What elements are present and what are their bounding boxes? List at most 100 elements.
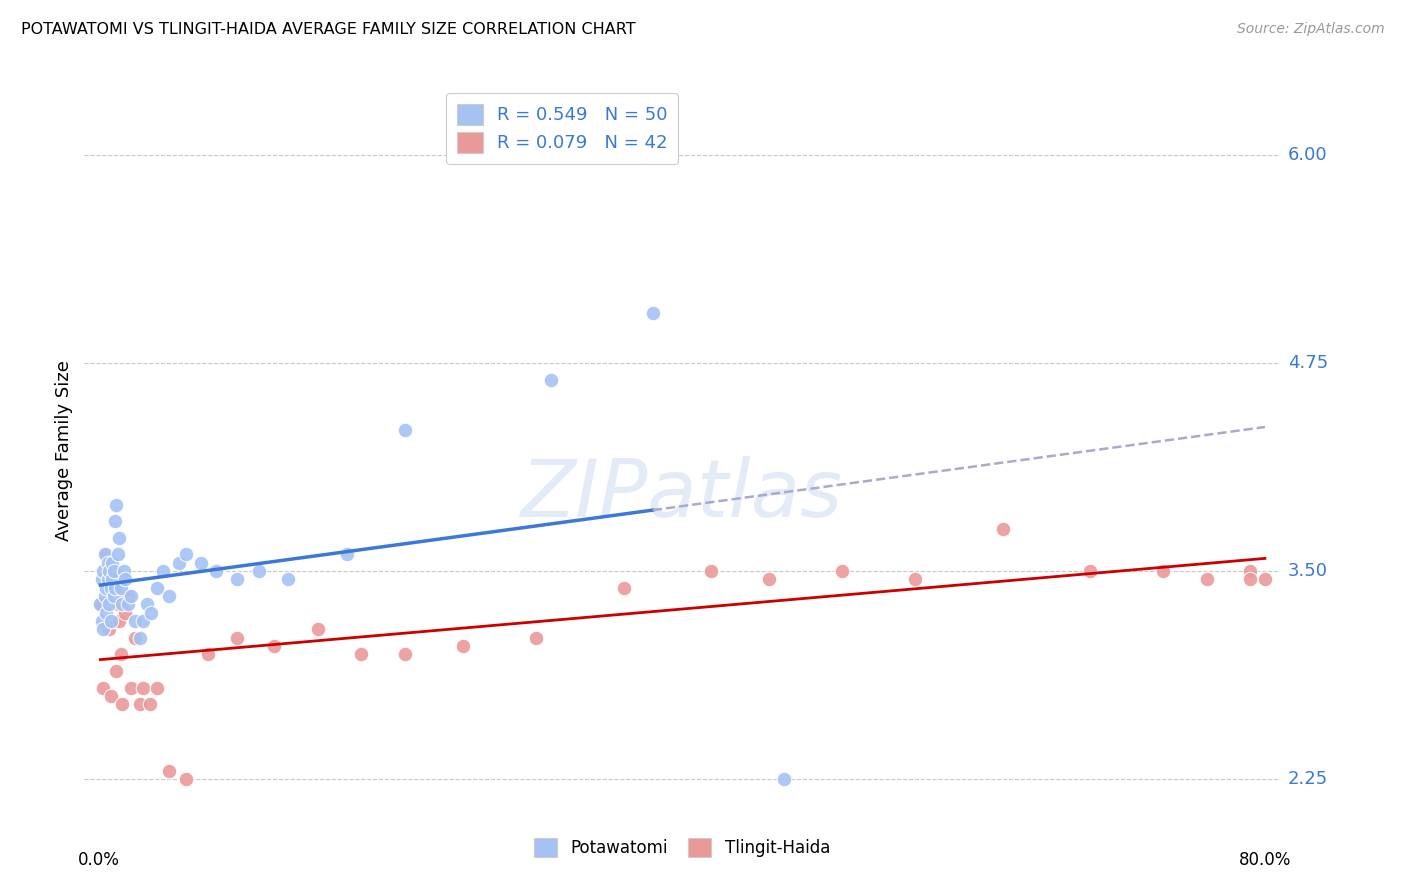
Point	[394, 647, 416, 661]
Point	[263, 639, 285, 653]
Point	[94, 589, 117, 603]
Text: 3.50: 3.50	[1288, 562, 1327, 580]
Point	[128, 697, 150, 711]
Point	[524, 631, 547, 645]
Point	[91, 681, 114, 695]
Point	[157, 589, 180, 603]
Text: 4.75: 4.75	[1288, 354, 1329, 372]
Point	[100, 581, 122, 595]
Text: 0.0%: 0.0%	[77, 851, 120, 869]
Point	[904, 573, 927, 587]
Point	[91, 564, 114, 578]
Point	[96, 606, 118, 620]
Point	[277, 573, 299, 587]
Point	[89, 598, 111, 612]
Point	[131, 614, 153, 628]
Point	[991, 523, 1014, 537]
Point	[1078, 564, 1101, 578]
Point	[700, 564, 723, 578]
Point	[89, 598, 111, 612]
Point	[103, 564, 125, 578]
Point	[167, 556, 190, 570]
Point	[98, 564, 121, 578]
Point	[1152, 564, 1174, 578]
Point	[111, 598, 134, 612]
Point	[141, 606, 163, 620]
Point	[190, 556, 212, 570]
Point	[307, 623, 329, 637]
Point	[176, 548, 198, 562]
Point	[97, 573, 120, 587]
Point	[90, 573, 112, 587]
Point	[101, 556, 124, 570]
Point	[120, 589, 142, 603]
Point	[100, 689, 122, 703]
Point	[110, 647, 132, 661]
Point	[101, 573, 124, 587]
Point	[110, 581, 132, 595]
Point	[773, 772, 796, 786]
Point	[831, 564, 853, 578]
Point	[128, 631, 150, 645]
Point	[204, 564, 226, 578]
Text: POTAWATOMI VS TLINGIT-HAIDA AVERAGE FAMILY SIZE CORRELATION CHART: POTAWATOMI VS TLINGIT-HAIDA AVERAGE FAMI…	[21, 22, 636, 37]
Point	[97, 556, 120, 570]
Point	[101, 581, 124, 595]
Point	[131, 681, 153, 695]
Text: 6.00: 6.00	[1288, 146, 1327, 164]
Point	[108, 614, 131, 628]
Point	[107, 598, 129, 612]
Point	[103, 589, 125, 603]
Point	[114, 606, 136, 620]
Point	[136, 598, 159, 612]
Point	[105, 664, 128, 678]
Point	[124, 614, 146, 628]
Point	[336, 548, 359, 562]
Point	[120, 681, 142, 695]
Point	[103, 614, 125, 628]
Point	[90, 614, 112, 628]
Point	[641, 306, 664, 320]
Point	[247, 564, 270, 578]
Point	[453, 639, 475, 653]
Point	[1254, 573, 1277, 587]
Point	[117, 589, 139, 603]
Point	[226, 631, 249, 645]
Point	[124, 631, 146, 645]
Point	[94, 548, 117, 562]
Point	[350, 647, 373, 661]
Point	[111, 697, 134, 711]
Point	[100, 614, 122, 628]
Point	[146, 681, 169, 695]
Text: 80.0%: 80.0%	[1239, 851, 1291, 869]
Point	[394, 423, 416, 437]
Point	[104, 581, 127, 595]
Point	[107, 548, 129, 562]
Point	[91, 623, 114, 637]
Y-axis label: Average Family Size: Average Family Size	[55, 360, 73, 541]
Legend: Potawatomi, Tlingit-Haida: Potawatomi, Tlingit-Haida	[527, 831, 837, 864]
Point	[613, 581, 636, 595]
Point	[98, 623, 121, 637]
Point	[105, 498, 128, 512]
Point	[1239, 573, 1261, 587]
Point	[540, 373, 562, 387]
Point	[146, 581, 169, 595]
Text: Source: ZipAtlas.com: Source: ZipAtlas.com	[1237, 22, 1385, 37]
Point	[98, 598, 121, 612]
Point	[197, 647, 219, 661]
Point	[226, 573, 249, 587]
Text: ZIPatlas: ZIPatlas	[520, 456, 844, 534]
Point	[108, 531, 131, 545]
Point	[152, 564, 174, 578]
Point	[1239, 564, 1261, 578]
Point	[96, 548, 118, 562]
Point	[758, 573, 780, 587]
Point	[104, 514, 127, 528]
Point	[139, 697, 162, 711]
Point	[114, 573, 136, 587]
Point	[1195, 573, 1218, 587]
Point	[176, 772, 198, 786]
Point	[157, 764, 180, 778]
Point	[96, 581, 118, 595]
